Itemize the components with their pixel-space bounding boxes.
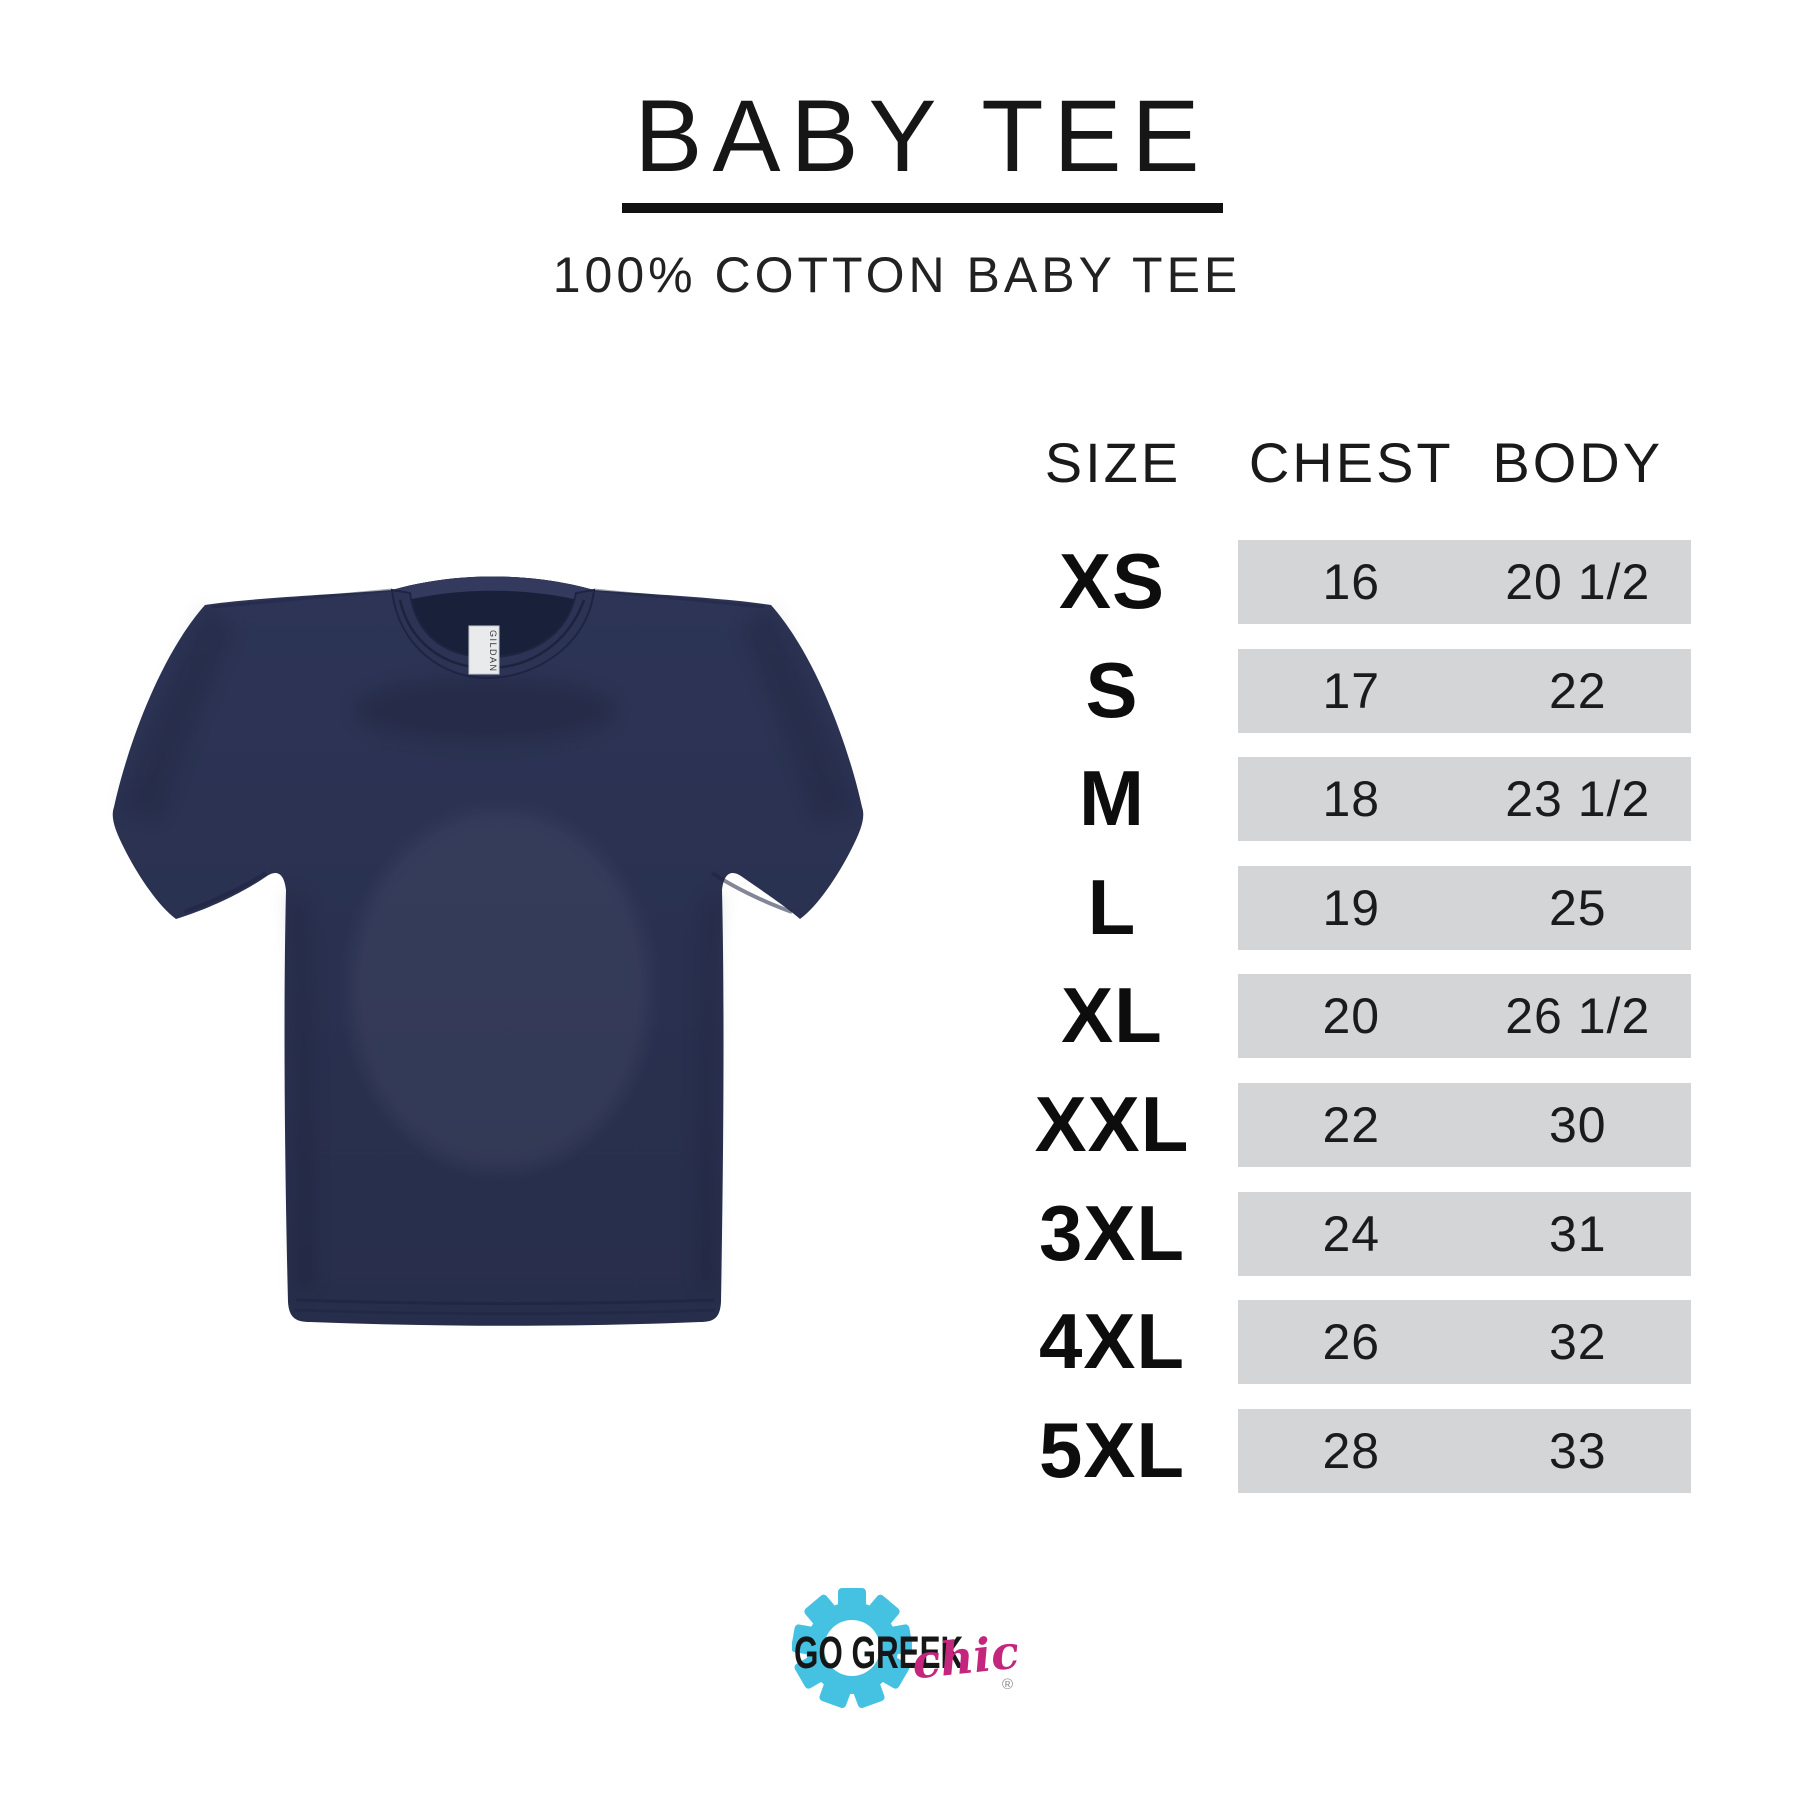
gear-icon xyxy=(791,1588,913,1709)
body-value: 20 1/2 xyxy=(1505,554,1651,610)
hem-stitch-2 xyxy=(294,1308,716,1316)
table-row: 5XL 28 33 xyxy=(0,1409,1800,1493)
chest-value: 18 xyxy=(1322,771,1381,827)
size-label: XS xyxy=(1058,537,1166,625)
size-label: XXL xyxy=(1034,1080,1190,1168)
table-row: XXL 22 30 xyxy=(0,1083,1800,1167)
value-bar: 16 20 1/2 xyxy=(1238,540,1691,624)
hem-stitch xyxy=(295,1298,715,1306)
body-value: 22 xyxy=(1548,663,1607,719)
logo-text-go-greek: GO GREEK xyxy=(794,1628,964,1679)
size-label: M xyxy=(1079,754,1145,842)
body-value: 31 xyxy=(1548,1206,1607,1262)
column-header-body: BODY xyxy=(1492,431,1664,494)
body-value: 26 1/2 xyxy=(1505,988,1651,1044)
table-row: XL 20 26 1/2 xyxy=(0,974,1800,1058)
neck-tag: GILDAN xyxy=(468,625,500,675)
body-value: 30 xyxy=(1548,1097,1607,1153)
value-bar: 17 22 xyxy=(1238,649,1691,733)
value-bar: 24 31 xyxy=(1238,1192,1691,1276)
value-bar: 22 30 xyxy=(1238,1083,1691,1167)
value-bar: 19 25 xyxy=(1238,866,1691,950)
size-label: S xyxy=(1085,646,1139,734)
table-row: M 18 23 1/2 xyxy=(0,757,1800,841)
table-row: S 17 22 xyxy=(0,649,1800,733)
neck-tag-text: GILDAN xyxy=(488,630,498,673)
value-bar: 28 33 xyxy=(1238,1409,1691,1493)
page-title: BABY TEE xyxy=(634,79,1210,193)
body-value: 32 xyxy=(1548,1314,1607,1370)
value-bar: 18 23 1/2 xyxy=(1238,757,1691,841)
body-value: 25 xyxy=(1548,880,1607,936)
chest-value: 19 xyxy=(1322,880,1381,936)
chest-value: 20 xyxy=(1322,988,1381,1044)
size-label: 4XL xyxy=(1038,1297,1186,1385)
registered-trademark-icon: ® xyxy=(1002,1676,1014,1693)
table-header-row: SIZE CHEST BODY xyxy=(0,430,1800,494)
back-collar-band xyxy=(392,576,594,602)
size-label: 5XL xyxy=(1038,1406,1186,1494)
table-row: 4XL 26 32 xyxy=(0,1300,1800,1384)
table-row: XS 16 20 1/2 xyxy=(0,540,1800,624)
right-shoulder-seam xyxy=(593,588,765,609)
chest-value: 24 xyxy=(1322,1206,1381,1262)
size-label: XL xyxy=(1061,971,1163,1059)
table-row: L 19 25 xyxy=(0,866,1800,950)
page-subtitle: 100% COTTON BABY TEE xyxy=(552,247,1242,303)
chest-value: 22 xyxy=(1322,1097,1381,1153)
size-label: 3XL xyxy=(1038,1189,1186,1277)
value-bar: 20 26 1/2 xyxy=(1238,974,1691,1058)
tee-illustration: GILDAN xyxy=(112,576,864,1326)
chest-value: 26 xyxy=(1322,1314,1381,1370)
value-bar: 26 32 xyxy=(1238,1300,1691,1384)
table-row: 3XL 24 31 xyxy=(0,1192,1800,1276)
product-photo-navy-baby-tee: GILDAN xyxy=(100,560,870,1340)
title-underline xyxy=(622,203,1223,213)
size-label: L xyxy=(1087,863,1137,951)
chest-value: 16 xyxy=(1322,554,1381,610)
column-header-chest: CHEST xyxy=(1248,431,1454,494)
right-sleeve-hem-stitch xyxy=(710,871,793,914)
column-header-size: SIZE xyxy=(1044,431,1182,494)
chest-value: 28 xyxy=(1322,1423,1381,1479)
left-sleeve-hem-stitch xyxy=(183,871,268,914)
left-shoulder-seam xyxy=(211,588,393,609)
body-value: 33 xyxy=(1548,1423,1607,1479)
body-value: 23 1/2 xyxy=(1505,771,1651,827)
chest-value: 17 xyxy=(1322,663,1381,719)
